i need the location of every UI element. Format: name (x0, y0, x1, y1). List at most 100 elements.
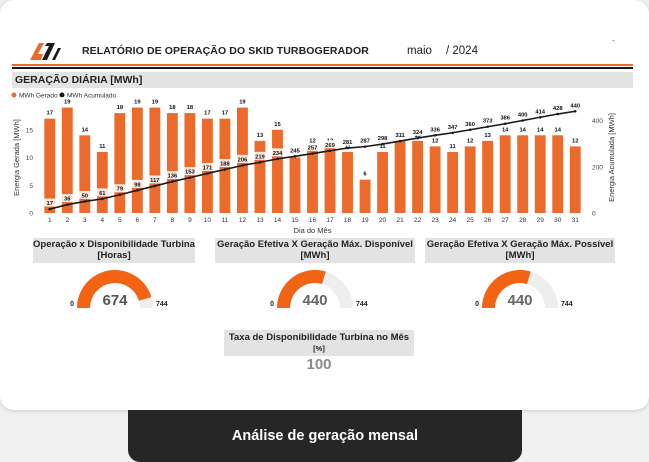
y-axis-left-label: Energia Gerada [MWh] (12, 119, 21, 196)
bar-label-bg (375, 141, 390, 150)
x-tick-label: 28 (519, 217, 527, 224)
accumulated-point-5 (118, 193, 122, 197)
line-label-bg (42, 198, 58, 207)
y-tick-left: 5 (29, 183, 33, 190)
bar-label-bg (217, 108, 232, 117)
bar-value-label: 14 (82, 127, 89, 133)
line-label-bg (164, 171, 180, 180)
accumulated-point-19 (363, 145, 367, 148)
x-tick-label: 10 (204, 217, 212, 224)
gauge-min: 0 (475, 301, 479, 308)
bar-day-5 (114, 113, 126, 213)
bar-day-19 (359, 179, 371, 213)
gauge-min: 0 (270, 301, 274, 308)
company-logo (30, 43, 61, 60)
accumulated-value-label: 245 (290, 148, 300, 154)
line-label-bg (532, 106, 548, 115)
kpi-title-operation-line1: Operação x Disponibilidade Turbina (33, 239, 195, 250)
y-tick-left: 15 (26, 127, 34, 134)
accumulated-point-28 (521, 119, 524, 122)
x-tick-label: 29 (537, 217, 545, 224)
accumulated-point-27 (503, 122, 507, 126)
x-tick-label: 24 (449, 217, 457, 224)
y-tick-right: 400 (592, 118, 603, 125)
bar-value-label: 12 (309, 138, 315, 144)
bar-label-bg (568, 135, 583, 144)
line-label-bg (497, 113, 513, 122)
accumulated-point-3 (83, 200, 87, 203)
bar-day-24 (447, 151, 459, 213)
bar-value-label: 18 (169, 105, 176, 111)
accumulated-point-24 (451, 131, 454, 135)
x-tick-label: 2 (65, 217, 69, 224)
accumulated-point-21 (398, 139, 402, 143)
legend-label-generated: MWh Gerado (19, 93, 58, 100)
bar-label-bg (270, 119, 285, 128)
bar-value-label: 17 (204, 111, 210, 117)
x-tick-label: 5 (118, 217, 122, 224)
bar-day-21 (394, 140, 406, 213)
bar-value-label: 19 (152, 100, 159, 106)
bar-day-26 (482, 140, 494, 213)
accumulated-point-4 (101, 197, 104, 201)
gauge-value: 440 (507, 292, 532, 309)
y-tick-left: 10 (26, 155, 34, 162)
bar-day-22 (412, 140, 424, 213)
bar-value-label: 13 (414, 133, 421, 139)
bar-value-label: 11 (99, 144, 106, 150)
line-label-bg (77, 190, 93, 199)
line-label-bg (322, 140, 338, 149)
kpi-title-effective-possible: Geração Efetiva X Geração Máx. Possível … (425, 238, 615, 263)
accumulated-value-label: 188 (220, 162, 230, 168)
bar-day-13 (254, 140, 266, 213)
accumulated-value-label: 400 (518, 113, 528, 119)
bar-label-bg (165, 102, 180, 111)
kpi-title-effective-available-line1: Geração Efetiva X Geração Máx. Disponíve… (217, 239, 413, 250)
gauge-fill (482, 270, 531, 308)
accumulated-value-label: 206 (238, 157, 248, 163)
daily-generation-chart: MWh Gerado MWh Acumulado Energia Gerada [M… (11, 92, 616, 235)
x-tick-label: 7 (153, 217, 157, 224)
bar-day-31 (569, 146, 581, 213)
accumulated-point-8 (171, 180, 174, 183)
bar-value-label: 18 (187, 105, 194, 111)
line-label-bg (375, 133, 391, 142)
line-label-bg (252, 151, 268, 160)
x-tick-label: 23 (431, 217, 439, 224)
accumulated-point-29 (538, 115, 542, 119)
bar-value-label: 12 (572, 138, 578, 144)
bar-day-23 (429, 146, 441, 213)
accumulated-value-label: 281 (343, 140, 353, 146)
accumulated-value-label: 324 (413, 130, 423, 136)
legend-marker-accumulated (59, 92, 65, 98)
gauge-operation: 674 0 744 (70, 270, 168, 309)
accumulated-point-6 (136, 189, 139, 192)
line-label-bg (182, 167, 198, 176)
x-tick-label: 30 (554, 217, 562, 224)
line-label-bg (59, 194, 75, 203)
bar-value-label: 12 (432, 138, 438, 144)
corner-mark: - (612, 36, 615, 45)
x-tick-label: 26 (484, 217, 492, 224)
accumulated-point-15 (293, 155, 297, 158)
bar-day-8 (166, 113, 178, 213)
line-label-bg (287, 145, 303, 154)
line-label-bg (357, 136, 373, 145)
bar-label-bg (480, 130, 495, 139)
report-title: RELATÓRIO DE OPERAÇÃO DO SKID TURBOGERAD… (82, 45, 369, 57)
bar-label-bg (445, 141, 460, 150)
caption-bar: Análise de geração mensal (128, 410, 522, 462)
accumulated-value-label: 298 (378, 136, 388, 142)
x-tick-label: 17 (326, 217, 334, 224)
line-label-bg (234, 154, 250, 163)
bar-day-28 (517, 135, 529, 213)
accumulated-point-18 (346, 146, 349, 150)
gauge-fill (77, 270, 152, 308)
line-label-bg (515, 110, 531, 118)
line-label-bg (199, 162, 215, 171)
bar-value-label: 14 (502, 127, 509, 133)
availability-title: Taxa de Disponibilidade Turbina no Mês [… (224, 330, 414, 356)
gauge-effective-available: 440 0 744 (270, 270, 368, 309)
line-label-bg (550, 103, 566, 112)
bar-day-6 (131, 107, 143, 213)
